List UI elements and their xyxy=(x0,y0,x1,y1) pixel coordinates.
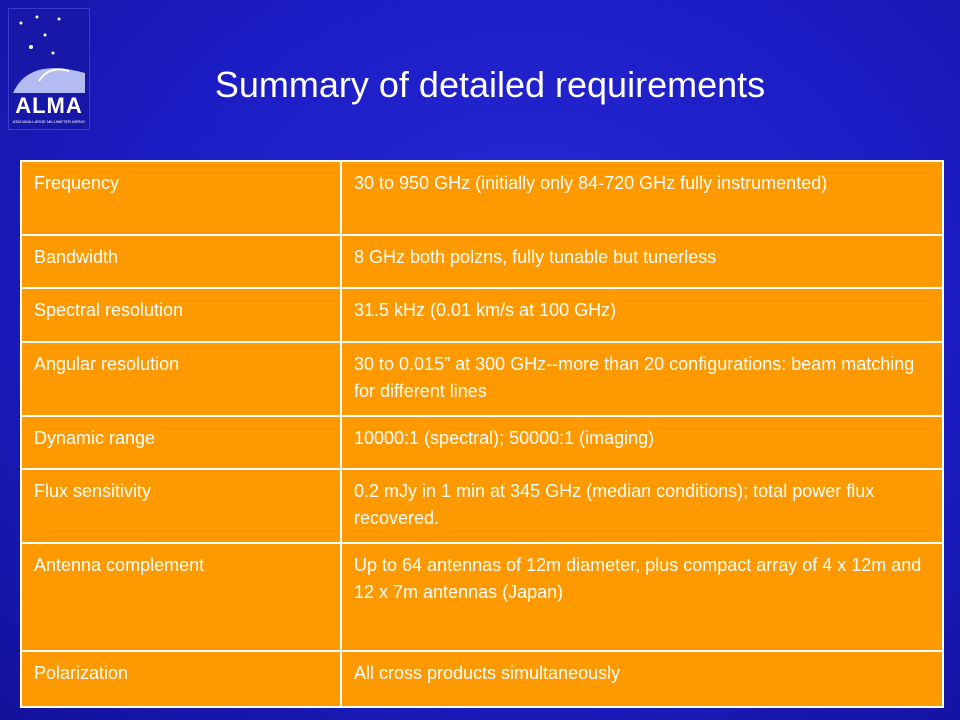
table-row: Antenna complement Up to 64 antennas of 1… xyxy=(20,542,944,652)
table-row: Frequency 30 to 950 GHz (initially only 8… xyxy=(20,160,944,236)
parameter-cell: Antenna complement xyxy=(20,542,342,652)
value-cell: 30 to 950 GHz (initially only 84-720 GHz… xyxy=(340,160,944,236)
logo: ALMA ATACAMA LARGE MILLIMETER ARRAY xyxy=(8,8,90,130)
value-cell: 0.2 mJy in 1 min at 345 GHz (median cond… xyxy=(340,468,944,544)
parameter-cell: Angular resolution xyxy=(20,341,342,417)
logo-subtitle: ATACAMA LARGE MILLIMETER ARRAY xyxy=(12,119,86,124)
value-cell: 8 GHz both polzns, fully tunable but tun… xyxy=(340,234,944,289)
logo-art xyxy=(13,15,85,93)
requirements-table: Frequency 30 to 950 GHz (initially only 8… xyxy=(20,160,944,708)
parameter-cell: Bandwidth xyxy=(20,234,342,289)
table-row: Dynamic range 10000:1 (spectral); 50000:1… xyxy=(20,415,944,470)
value-cell: Up to 64 antennas of 12m diameter, plus … xyxy=(340,542,944,652)
table-row: Bandwidth 8 GHz both polzns, fully tunabl… xyxy=(20,234,944,289)
parameter-cell: Spectral resolution xyxy=(20,287,342,343)
table-row: Flux sensitivity 0.2 mJy in 1 min at 345 … xyxy=(20,468,944,544)
parameter-cell: Frequency xyxy=(20,160,342,236)
parameter-cell: Polarization xyxy=(20,650,342,708)
value-cell: 31.5 kHz (0.01 km/s at 100 GHz) xyxy=(340,287,944,343)
value-cell: 30 to 0.015” at 300 GHz--more than 20 co… xyxy=(340,341,944,417)
slide-title: Summary of detailed requirements xyxy=(214,64,766,105)
table-row: Polarization All cross products simultane… xyxy=(20,650,944,708)
parameter-cell: Dynamic range xyxy=(20,415,342,470)
logo-name: ALMA xyxy=(15,93,83,118)
table-row: Angular resolution 30 to 0.015” at 300 GH… xyxy=(20,341,944,417)
value-cell: All cross products simultaneously xyxy=(340,650,944,708)
parameter-cell: Flux sensitivity xyxy=(20,468,342,544)
table-row: Spectral resolution 31.5 kHz (0.01 km/s a… xyxy=(20,287,944,343)
value-cell: 10000:1 (spectral); 50000:1 (imaging) xyxy=(340,415,944,470)
